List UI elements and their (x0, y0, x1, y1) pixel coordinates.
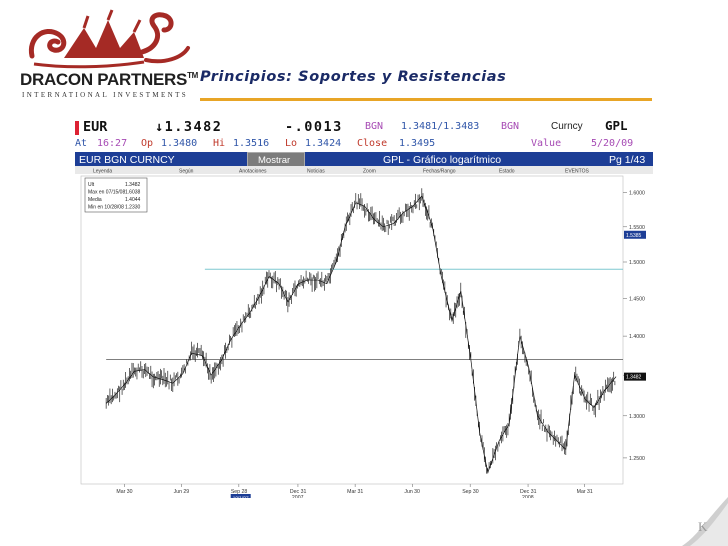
ticker-marker (75, 121, 79, 135)
legend-box (84, 177, 148, 213)
x-tick-label: Dec 31 (520, 489, 537, 495)
legend-value: 1.3482 (125, 182, 141, 188)
y-tick-label: 1.4500 (629, 296, 645, 302)
legend-value: 1.6038 (125, 190, 141, 196)
low-label: Lo (285, 138, 298, 149)
y-tick-label: 1.3000 (629, 414, 645, 420)
ticker: EUR (83, 119, 108, 135)
pricing-source: BGN (365, 121, 384, 132)
value-label: Value (531, 138, 562, 149)
page-curl-decoration: K (682, 497, 728, 546)
quote-line: EUR ↓1.3482 -.0013 BGN 1.3481/1.3483 BGN… (75, 118, 653, 137)
year-label: 2008 (522, 495, 534, 498)
legend-label: Min en 10/28/08 (88, 205, 124, 211)
terminal-header: EUR ↓1.3482 -.0013 BGN 1.3481/1.3483 BGN… (75, 118, 653, 169)
price-change: -.0013 (285, 119, 343, 135)
function-code: GPL (605, 118, 628, 133)
pricing-source-2: BGN (501, 121, 520, 132)
at-label: At (75, 138, 88, 149)
legend-label: Max en 07/15/08 (88, 190, 125, 196)
toolbar-item: Zoom (363, 169, 376, 175)
page-indicator: Pg 1/43 (609, 154, 646, 166)
x-tick-label: Jun 30 (404, 489, 420, 495)
low-value: 1.3424 (305, 138, 342, 149)
legend-label: Ult (88, 182, 95, 188)
toolbar-item: Fechas/Rango (423, 169, 456, 175)
year-label: 2007 (292, 495, 304, 498)
high-price-marker-label: 1.5385 (626, 233, 642, 239)
toolbar-item: Leyenda (93, 169, 112, 175)
toolbar-item: Noticias (307, 169, 325, 175)
chart-title: GPL - Gráfico logarítmico (383, 154, 502, 166)
company-logo: DRACON PARTNERSTM INTERNATIONAL INVESTME… (14, 8, 204, 99)
y-tick-label: 1.4000 (629, 334, 645, 340)
x-tick-label: Mar 31 (577, 489, 593, 495)
at-time: 16:27 (97, 138, 128, 149)
toolbar-item: Estado (499, 169, 515, 175)
close-value: 1.3495 (399, 138, 436, 149)
chart-title-bar: EUR BGN CURNCY Mostrar GPL - Gráfico log… (75, 152, 653, 169)
x-tick-label: Mar 30 (116, 489, 132, 495)
price-chart-svg: Leyenda Según Anotaciones Noticias Zoom Fecha… (75, 166, 653, 498)
last-price-marker (624, 372, 646, 381)
y-tick-label: 1.6000 (629, 191, 645, 197)
legend-value: 1.4044 (125, 197, 141, 203)
ohlc-line: At 16:27 Op 1.3480 Hi 1.3516 Lo 1.3424 C… (75, 137, 653, 152)
open-value: 1.3480 (161, 138, 198, 149)
date-box-label: 10/1/07 (233, 496, 249, 499)
legend-value: 1.2330 (125, 205, 141, 211)
legend-label: Media (88, 197, 102, 203)
bid-ask: 1.3481/1.3483 (401, 121, 480, 132)
brand-subtitle: INTERNATIONAL INVESTMENTS (22, 91, 189, 99)
chart-toolbar (75, 166, 653, 174)
value-date: 5/20/09 (591, 138, 634, 149)
price-chart: Leyenda Según Anotaciones Noticias Zoom Fecha… (75, 166, 653, 498)
svg-text:K: K (698, 519, 708, 534)
high-value: 1.3516 (233, 138, 270, 149)
toolbar-item: Según (179, 169, 194, 175)
toolbar-item: Anotaciones (239, 169, 267, 175)
toolbar-item: EVENTOS (565, 169, 589, 175)
security-name: EUR BGN CURNCY (79, 154, 175, 166)
close-label: Close (357, 138, 388, 149)
x-tick-label: Jun 29 (174, 489, 190, 495)
slide-title: Principios: Soportes y Resistencias (200, 69, 507, 85)
last-price: ↓1.3482 (155, 119, 223, 135)
price-line (105, 195, 617, 474)
brand-name: DRACON PARTNERSTM (20, 70, 199, 89)
y-tick-label: 1.5000 (629, 260, 645, 266)
high-label: Hi (213, 138, 226, 149)
trademark-mark: TM (187, 71, 199, 80)
date-box (230, 494, 251, 498)
x-tick-label: Sep 30 (462, 489, 479, 495)
open-label: Op (141, 138, 154, 149)
dragon-logo-icon (28, 9, 190, 69)
x-tick-label: Sep 28 (231, 489, 248, 495)
x-tick-label: Dec 31 (290, 489, 307, 495)
title-underline (200, 98, 652, 101)
high-price-marker (624, 230, 646, 239)
y-tick-label: 1.5500 (629, 225, 645, 231)
last-price-marker-label: 1.3482 (626, 375, 642, 381)
market-sector: Curncy (551, 121, 583, 132)
plot-area (80, 175, 624, 485)
y-tick-label: 1.2500 (629, 456, 645, 462)
x-tick-label: Mar 31 (347, 489, 363, 495)
